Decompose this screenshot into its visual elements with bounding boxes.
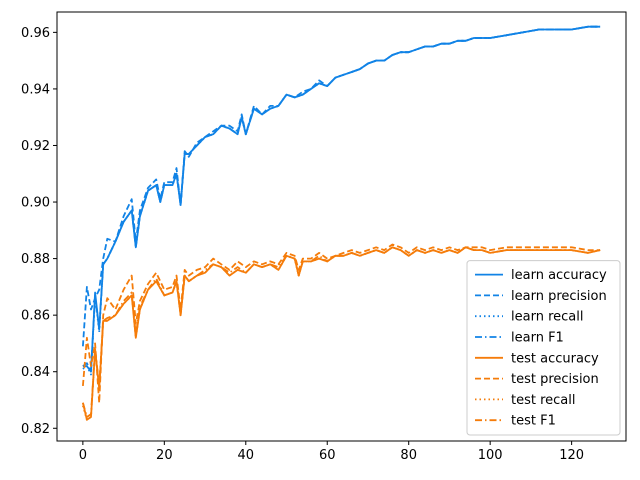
x-axis: 0 20 40 60 80 100 120 (79, 441, 584, 463)
x-tick-label: 0 (79, 448, 87, 463)
y-tick-label: 0.96 (21, 26, 50, 41)
x-tick-label: 100 (478, 448, 503, 463)
legend-label: test recall (511, 393, 576, 408)
x-tick-label: 120 (559, 448, 584, 463)
y-tick-label: 0.90 (21, 196, 50, 211)
legend-label: learn precision (511, 289, 607, 304)
y-tick-label: 0.84 (21, 365, 50, 380)
series-layer (82, 25, 601, 421)
legend-label: learn accuracy (511, 268, 607, 283)
y-tick-label: 0.92 (21, 139, 50, 154)
legend-label: learn recall (511, 310, 583, 325)
x-tick-label: 80 (400, 448, 417, 463)
y-tick-label: 0.82 (21, 422, 50, 437)
y-tick-label: 0.94 (21, 82, 50, 97)
series-line-test-f1 (82, 246, 601, 418)
y-tick-label: 0.86 (21, 309, 50, 324)
y-axis: 0.82 0.84 0.86 0.88 0.90 0.92 0.94 0.96 (21, 26, 57, 437)
x-tick-label: 40 (238, 448, 255, 463)
legend-box (466, 260, 621, 436)
series-line-test-precision (82, 243, 601, 404)
series-line-learn-precision (82, 25, 601, 347)
series-line-learn-f1 (82, 25, 601, 373)
x-tick-label: 60 (319, 448, 336, 463)
y-tick-label: 0.88 (21, 252, 50, 267)
legend-label: learn F1 (511, 331, 564, 346)
legend-label: test accuracy (511, 351, 599, 366)
plot-frame (56, 11, 627, 442)
x-tick-label: 20 (156, 448, 173, 463)
legend-label: test precision (511, 372, 599, 387)
legend: learn accuracy learn precision learn recal… (466, 260, 621, 436)
legend-label: test F1 (511, 414, 556, 429)
